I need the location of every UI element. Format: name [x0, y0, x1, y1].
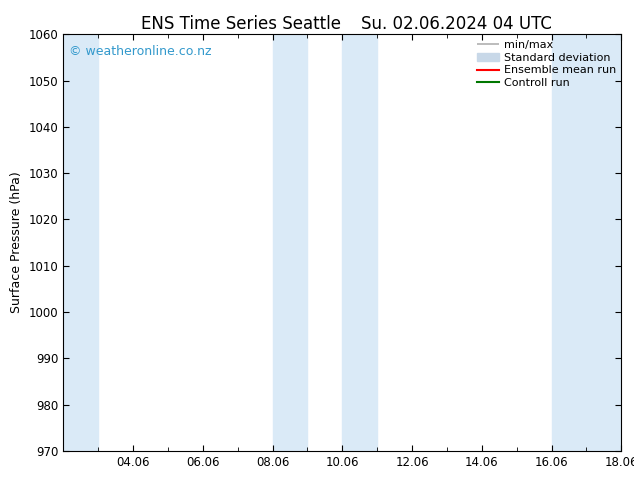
Bar	[273, 34, 307, 451]
Bar	[342, 34, 377, 451]
Bar	[552, 34, 586, 451]
Legend: min/max, Standard deviation, Ensemble mean run, Controll run: min/max, Standard deviation, Ensemble me…	[475, 38, 618, 91]
Bar	[63, 34, 98, 451]
Text: © weatheronline.co.nz: © weatheronline.co.nz	[69, 45, 212, 58]
Text: ENS Time Series Seattle: ENS Time Series Seattle	[141, 15, 341, 33]
Bar	[586, 34, 621, 451]
Text: Su. 02.06.2024 04 UTC: Su. 02.06.2024 04 UTC	[361, 15, 552, 33]
Y-axis label: Surface Pressure (hPa): Surface Pressure (hPa)	[10, 172, 23, 314]
